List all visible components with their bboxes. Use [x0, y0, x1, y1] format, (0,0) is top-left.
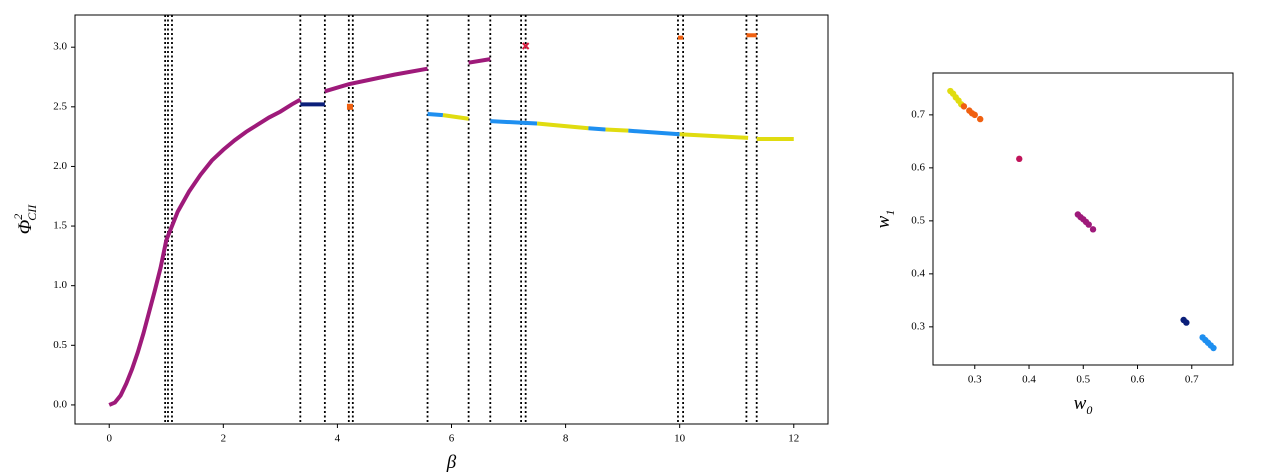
- y-axis-label-base: w: [873, 215, 894, 228]
- y-tick-label: 0.4: [911, 267, 925, 279]
- scatter-point: [1089, 226, 1097, 233]
- curve-segment: [490, 119, 538, 126]
- x-axis-label-base: β: [446, 452, 457, 473]
- x-tick-label: 2: [221, 433, 227, 445]
- x-tick-label: 0: [106, 433, 112, 445]
- x-tick-label: 12: [788, 433, 799, 445]
- x-axis-label-base: w: [1074, 393, 1087, 414]
- y-tick-label: 1.5: [53, 220, 67, 232]
- scatter-point: [960, 103, 968, 110]
- y-axis-label-sup: 2: [11, 214, 25, 220]
- y-tick-label: 0.5: [911, 214, 925, 226]
- x-tick-label: 10: [674, 433, 686, 445]
- y-axis-label-base: Φ: [15, 220, 36, 234]
- x-tick-label: 0.6: [1131, 374, 1145, 386]
- x-tick-label: 4: [335, 433, 341, 445]
- curve-segment: [628, 128, 680, 137]
- x-tick-label: 0.3: [968, 374, 982, 386]
- y-axis-label: Φ2CII: [11, 204, 39, 234]
- curve-segment: [468, 57, 491, 65]
- y-tick-label: 2.0: [53, 160, 67, 172]
- curve-segment: [536, 121, 589, 131]
- scatter-point: [1016, 155, 1023, 163]
- x-tick-label: 0.4: [1022, 374, 1036, 386]
- curve-segment: [108, 97, 302, 407]
- y-tick-label: 3.0: [53, 41, 67, 53]
- x-tick-label: 8: [563, 433, 569, 445]
- x-axis-label: w0: [1074, 393, 1093, 416]
- curve-segment: [427, 111, 444, 118]
- y-tick-label: 0.0: [53, 398, 67, 410]
- curve-segment: [588, 126, 606, 132]
- scatter-point: [1085, 221, 1092, 228]
- y-tick-label: 2.5: [53, 100, 67, 112]
- y-tick-label: 0.3: [911, 320, 925, 332]
- y-axis-label-sub: 1: [883, 210, 897, 216]
- y-tick-label: 1.0: [53, 279, 67, 291]
- scatter-point: [1183, 319, 1190, 326]
- plot-frame: [74, 14, 829, 425]
- scatter-point: [976, 115, 984, 123]
- x-tick-label: 0.5: [1076, 374, 1090, 386]
- scatter-point: [1210, 344, 1217, 352]
- y-tick-label: 0.7: [911, 108, 925, 120]
- y-axis-label: w1: [873, 210, 896, 229]
- x-tick-label: 0.7: [1185, 374, 1199, 386]
- point-marker: [346, 103, 353, 110]
- curve-segment: [605, 127, 629, 133]
- curve-segment: [324, 66, 428, 94]
- plot-frame: [932, 72, 1234, 366]
- curve-segment: [442, 113, 469, 121]
- y-tick-label: 0.6: [911, 161, 925, 173]
- point-marker: [521, 42, 530, 50]
- x-tick-label: 6: [449, 433, 455, 445]
- x-axis-label: β: [446, 452, 457, 473]
- curve-segment: [679, 132, 749, 140]
- y-axis-label-sub: CII: [25, 204, 39, 221]
- scatter-point: [971, 111, 978, 119]
- y-tick-label: 0.5: [53, 339, 67, 351]
- x-axis-label-sub: 0: [1086, 403, 1092, 417]
